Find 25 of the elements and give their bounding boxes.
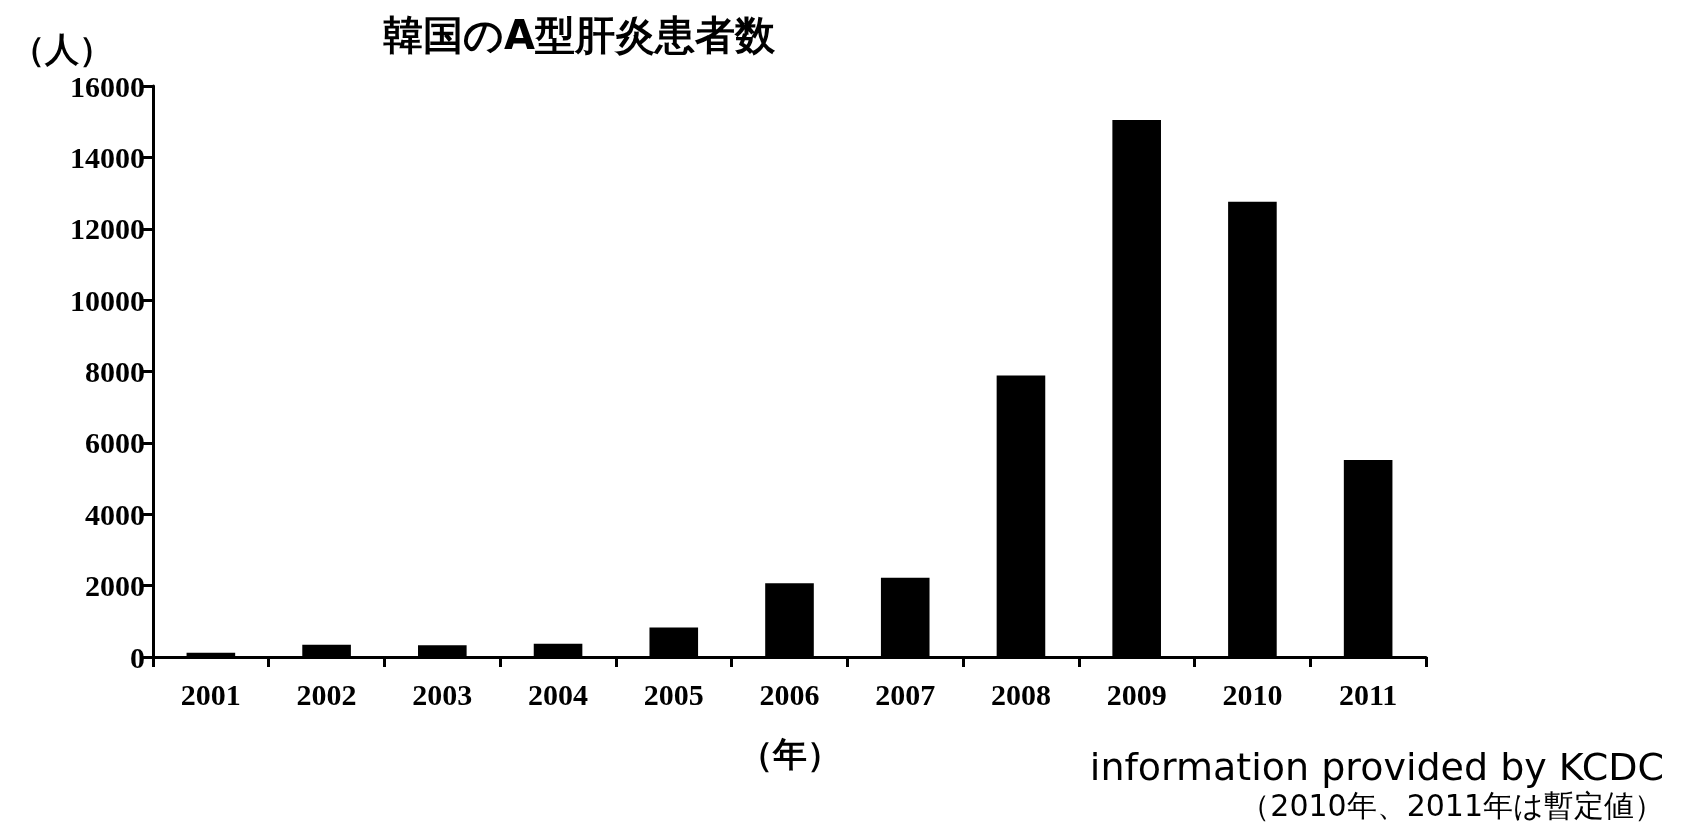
x-tick-label: 2004 [528,677,589,711]
x-axis-title: （年） [738,734,841,774]
y-tick-label: 16000 [70,69,145,103]
x-tick-label: 2007 [875,677,936,711]
text: （2010年、2011年は暫定値） [1240,787,1665,823]
text: information provided by KCDC [1089,745,1664,789]
y-tick-label: 12000 [70,212,145,246]
x-tick-label: 2005 [643,677,704,711]
x-tick-label: 2011 [1338,677,1398,711]
y-tick-label: 2000 [85,569,145,603]
y-axis-title: （人） [11,29,113,69]
y-tick-label: 8000 [85,355,145,388]
x-tick-label: 2002 [296,677,357,711]
y-tick-label: 14000 [70,140,145,174]
x-tick-label: 2010 [1222,677,1283,711]
x-tick-label: 2006 [759,677,820,711]
x-tick-label: 2008 [990,677,1051,711]
y-tick-label: 6000 [85,426,145,460]
x-tick-label: 2003 [412,677,473,711]
y-tick-label: 0 [130,640,145,674]
chart-title: 韓国のA型肝炎患者数 [383,12,776,58]
x-tick-label: 2009 [1106,677,1167,711]
y-tick-label: 10000 [70,283,145,317]
x-tick-label: 2001 [180,677,241,711]
y-tick-label: 4000 [85,497,145,531]
